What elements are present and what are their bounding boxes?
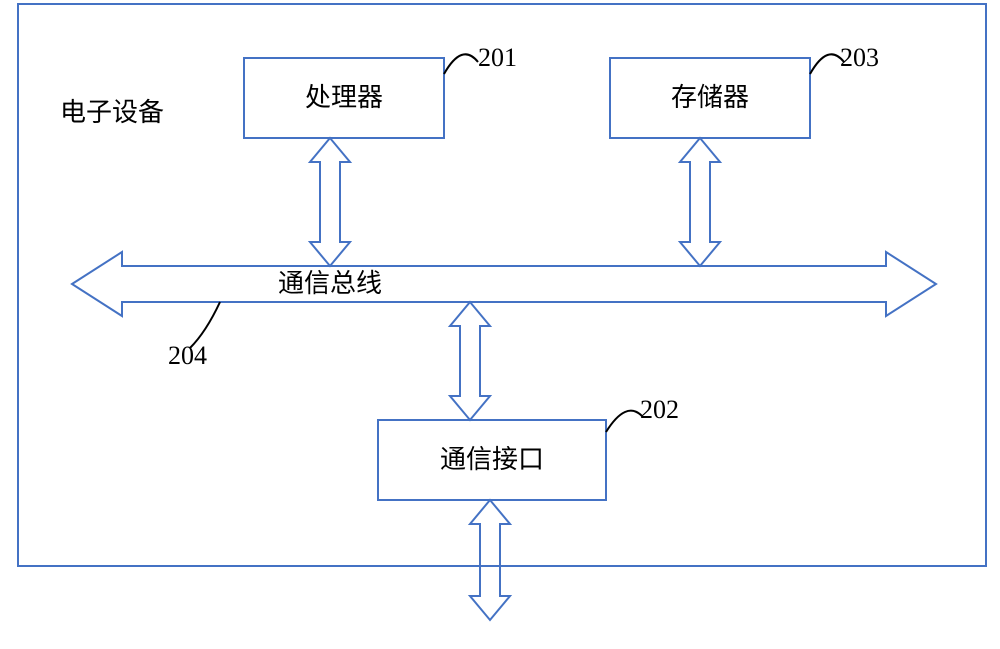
- leader-line-memory: [810, 54, 844, 74]
- outer-frame: [18, 4, 986, 566]
- bus-ref: 204: [168, 341, 207, 370]
- arrow-comm-interface-external: [470, 500, 510, 620]
- leader-line-comm-interface: [606, 411, 642, 432]
- bus-arrow: [72, 252, 936, 316]
- comm-interface-ref: 202: [640, 395, 679, 424]
- arrow-processor-bus: [310, 138, 350, 266]
- arrow-memory-bus: [680, 138, 720, 266]
- processor-ref: 201: [478, 43, 517, 72]
- bus-label: 通信总线: [278, 269, 382, 298]
- memory-ref: 203: [840, 43, 879, 72]
- arrow-bus-comm-interface: [450, 302, 490, 420]
- processor-label: 处理器: [305, 83, 383, 112]
- diagram-canvas: 电子设备 通信总线 204 处理器 201 存储器 203 通信接口 202: [0, 0, 1000, 649]
- diagram-title: 电子设备: [60, 98, 164, 127]
- comm-interface-label: 通信接口: [440, 445, 544, 474]
- memory-label: 存储器: [671, 83, 749, 112]
- leader-line-processor: [444, 54, 478, 74]
